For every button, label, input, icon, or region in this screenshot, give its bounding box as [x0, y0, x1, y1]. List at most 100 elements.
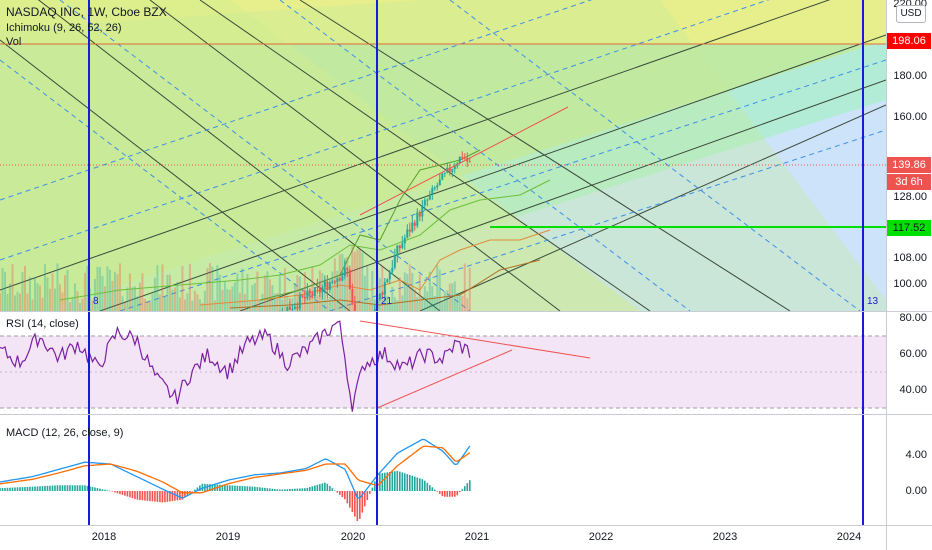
volume-bar	[63, 275, 66, 311]
candle-body	[316, 286, 319, 288]
macd-histogram-bar	[396, 470, 399, 491]
volume-bar	[241, 268, 244, 311]
volume-bar	[163, 296, 166, 311]
volume-bar	[18, 293, 21, 311]
candle-body	[461, 157, 464, 159]
volume-bar	[128, 273, 131, 311]
macd-histogram-bar	[364, 491, 366, 507]
macd-histogram-bar	[126, 491, 129, 497]
macd-histogram-bar	[418, 478, 421, 491]
rsi-title[interactable]: RSI (14, close)	[6, 318, 79, 330]
volume-bar	[418, 274, 421, 311]
volume-bar	[33, 277, 36, 311]
signal-line	[0, 445, 471, 494]
macd-histogram-bar	[226, 485, 229, 491]
macd-histogram-bar	[321, 483, 324, 491]
macd-histogram-bar	[231, 485, 234, 491]
macd-histogram-bar	[234, 485, 236, 491]
macd-histogram-bar	[284, 489, 286, 491]
candle-body	[331, 281, 334, 283]
volume-bar	[401, 295, 404, 311]
macd-histogram-bar	[314, 485, 316, 491]
volume-bar	[293, 283, 296, 311]
candle-body	[403, 237, 406, 244]
volume-bar	[268, 279, 271, 311]
macd-histogram-bar	[36, 486, 39, 491]
macd-histogram-bar	[164, 491, 166, 503]
volume-bar	[301, 289, 304, 311]
macd-histogram-bar	[443, 491, 446, 497]
pane-separator-2[interactable]	[0, 414, 932, 415]
macd-histogram-bar	[359, 491, 361, 519]
volume-legend[interactable]: Vol	[6, 36, 22, 48]
macd-title[interactable]: MACD (12, 26, close, 9)	[6, 427, 124, 439]
macd-histogram-bar	[54, 485, 56, 491]
volume-bar	[336, 270, 339, 311]
volume-bar	[108, 269, 111, 311]
pane-separator-1[interactable]	[0, 311, 932, 312]
volume-bar	[416, 296, 419, 311]
volume-bar	[221, 289, 224, 311]
currency-button[interactable]: USD	[896, 5, 926, 23]
macd-histogram-bar	[111, 491, 114, 492]
volume-bar	[263, 275, 266, 311]
candle-body	[346, 268, 349, 270]
macd-histogram-bar	[11, 487, 14, 491]
volume-bar	[118, 263, 121, 311]
volume-bar	[131, 287, 134, 311]
volume-bar	[11, 264, 14, 311]
macd-histogram-bar	[366, 491, 369, 501]
volume-bar	[226, 288, 229, 311]
volume-bar	[366, 266, 369, 311]
macd-histogram-bar	[114, 491, 116, 493]
macd-histogram-bar	[401, 472, 404, 491]
macd-histogram-bar	[319, 484, 321, 491]
macd-histogram-bar	[281, 489, 284, 491]
macd-histogram-bar	[453, 491, 456, 497]
macd-histogram-bar	[304, 488, 306, 491]
candle-body	[386, 279, 389, 283]
macd-histogram-bar	[224, 485, 226, 491]
volume-bar	[188, 263, 191, 311]
rsi-pane[interactable]: RSI (14, close)	[0, 312, 886, 414]
volume-bar	[161, 264, 164, 311]
macd-histogram-bar	[356, 491, 359, 521]
volume-bar	[353, 251, 356, 311]
macd-histogram-bar	[446, 491, 449, 497]
volume-bar	[436, 265, 439, 311]
macd-histogram-bar	[421, 479, 424, 491]
volume-bar	[296, 275, 299, 311]
macd-histogram-bar	[259, 487, 261, 491]
volume-bar	[173, 287, 176, 311]
macd-histogram-bar	[184, 491, 186, 498]
macd-pane[interactable]: MACD (12, 26, close, 9)	[0, 415, 886, 525]
macd-histogram-bar	[29, 486, 31, 491]
symbol-title: NASDAQ INC, 1W, Cboe BZX	[6, 5, 167, 19]
candle-body	[318, 287, 321, 293]
macd-histogram-bar	[468, 480, 471, 491]
macd-histogram-bar	[16, 487, 19, 491]
rsi-band	[0, 336, 886, 408]
macd-histogram-bar	[271, 488, 274, 491]
price-chart-pane[interactable]: 8 21 13 NASDAQ INC, 1W, Cboe BZX Ichimok…	[0, 0, 886, 311]
macd-histogram-bar	[423, 480, 426, 491]
candle-body	[323, 281, 326, 288]
ichimoku-legend[interactable]: Ichimoku (9, 26, 52, 26)	[6, 22, 122, 34]
macd-axis[interactable]: 4.00 0.00	[886, 415, 932, 525]
price-tick: 100.00	[893, 278, 927, 290]
macd-histogram-bar	[374, 481, 376, 491]
price-axis[interactable]: 220.00 180.00 160.00 128.00 108.00 100.0…	[886, 0, 932, 311]
volume-bar	[253, 283, 256, 311]
support-price-tag: 117.52	[887, 220, 931, 236]
macd-histogram-bar	[458, 491, 461, 493]
rsi-axis[interactable]: 80.00 60.00 40.00	[886, 312, 932, 414]
candle-body	[431, 187, 434, 195]
macd-tick: 4.00	[905, 449, 927, 461]
candle-body	[328, 282, 331, 290]
volume-bar	[341, 253, 344, 311]
volume-bar	[46, 277, 49, 311]
volume-bar	[193, 290, 196, 311]
macd-histogram-bar	[136, 491, 139, 500]
macd-histogram-bar	[166, 491, 169, 502]
macd-histogram-bar	[236, 485, 239, 491]
